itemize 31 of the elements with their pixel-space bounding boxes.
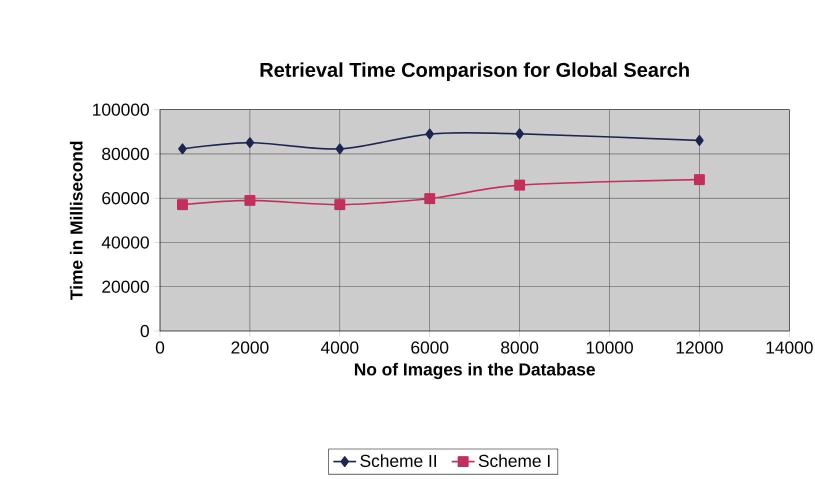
point [334, 199, 346, 210]
point [695, 134, 704, 146]
x-tick-label: 14000 [766, 341, 813, 354]
legend-label: Scheme II [360, 454, 436, 468]
point [178, 143, 187, 154]
point [425, 128, 434, 140]
x-tick-label: 8000 [501, 341, 538, 354]
point [246, 137, 254, 148]
point [514, 180, 526, 191]
x-tick-label: 6000 [411, 341, 448, 354]
point [424, 193, 436, 204]
y-axis-title: Time in Millisecond [70, 142, 83, 300]
x-tick-label: 12000 [676, 341, 723, 354]
x-axis-title: No of Images in the Database [354, 362, 595, 380]
point [336, 143, 344, 154]
point [177, 199, 188, 210]
chart-title: Retrieval Time Comparison for Global Search [260, 62, 689, 81]
point [694, 174, 705, 186]
y-tick-label: 0 [140, 324, 149, 338]
x-tick-label: 10000 [586, 341, 633, 354]
legend-label: Scheme I [478, 454, 550, 468]
y-tick-label: 60000 [102, 192, 149, 204]
y-tick-label: 100000 [93, 104, 149, 116]
y-tick-label: 40000 [102, 236, 149, 249]
x-tick-label: 2000 [232, 341, 269, 354]
y-tick-label: 20000 [102, 280, 149, 293]
y-tick-label: 80000 [102, 148, 149, 160]
point [515, 128, 524, 140]
x-tick-label: 4000 [320, 341, 358, 354]
point [244, 194, 256, 206]
x-tick-label: 0 [156, 341, 164, 354]
